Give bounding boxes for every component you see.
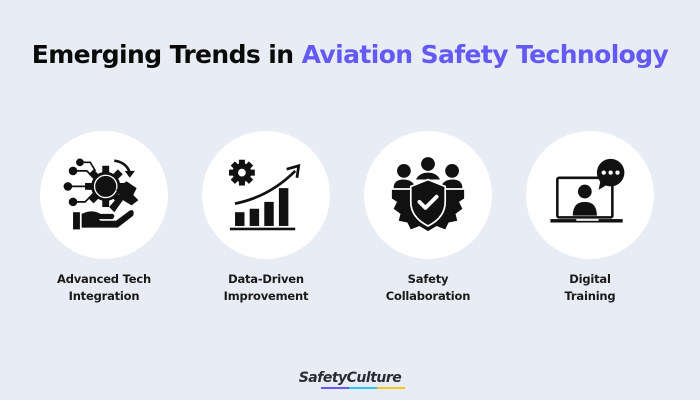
bar-chart-growth-gear-icon (229, 159, 301, 231)
title-plain: Emerging Trends in (31, 40, 302, 69)
icon-circle (364, 131, 492, 259)
trend-label: Advanced Tech Integration (57, 272, 151, 303)
trend-label: Data-Driven Improvement (223, 272, 309, 303)
gear-hand-wrench-icon (63, 158, 139, 230)
trend-card-safety-collaboration: Safety Collaboration (363, 131, 493, 305)
trend-label: Digital Training (564, 272, 616, 303)
brand-underline (320, 387, 405, 389)
brand-name: SafetyCulture (298, 370, 402, 386)
trend-card-digital-training: Digital Training (525, 131, 655, 305)
trend-label: Safety Collaboration (385, 272, 471, 303)
icon-circle (526, 131, 654, 259)
trend-card-advanced-tech: Advanced Tech Integration (39, 131, 169, 305)
title-accent: Aviation Safety Technology (301, 40, 669, 69)
icon-circle (40, 131, 168, 259)
trend-card-data-driven: Data-Driven Improvement (201, 131, 331, 305)
icon-circle (202, 131, 330, 259)
brand-logo: SafetyCulture (0, 367, 700, 389)
laptop-chat-user-icon (550, 158, 625, 223)
page-title: Emerging Trends in Aviation Safety Techn… (0, 40, 700, 69)
team-shield-check-icon (391, 157, 465, 232)
